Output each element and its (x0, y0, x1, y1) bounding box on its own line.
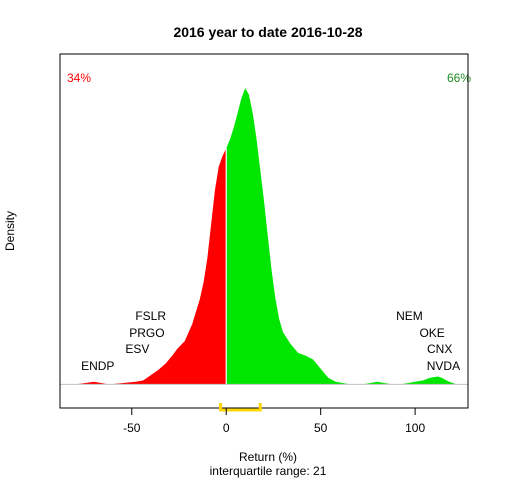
chart-title: 2016 year to date 2016-10-28 (173, 24, 362, 40)
x-tick-label: 0 (223, 421, 230, 435)
ticker-annotation: ESV (125, 342, 149, 356)
iqr-subtitle: interquartile range: 21 (210, 464, 327, 478)
ticker-annotation: NVDA (427, 359, 460, 373)
ticker-annotation: ENDP (81, 359, 114, 373)
pct-positive-label: 66% (447, 71, 471, 85)
plot-box (59, 53, 469, 409)
density-area-positive (226, 88, 457, 385)
plot-area: -50 0 50 100 ENDP ESV PRGO FSLR NEM OKE CNX NVDA (59, 53, 469, 435)
x-axis-label: Return (%) (239, 450, 297, 464)
y-axis-label: Density (3, 211, 17, 251)
x-tick-label: -50 (123, 421, 141, 435)
ticker-annotation: OKE (419, 326, 444, 340)
x-tick-label: 50 (314, 421, 328, 435)
iqr-bracket (219, 403, 262, 412)
ticker-annotation: FSLR (135, 309, 166, 323)
ticker-annotation: PRGO (129, 326, 164, 340)
density-area-negative (75, 148, 227, 385)
x-tick-label: 100 (405, 421, 425, 435)
ticker-annotation: CNX (427, 342, 452, 356)
ticker-annotation: NEM (396, 309, 423, 323)
pct-negative-label: 34% (67, 71, 91, 85)
